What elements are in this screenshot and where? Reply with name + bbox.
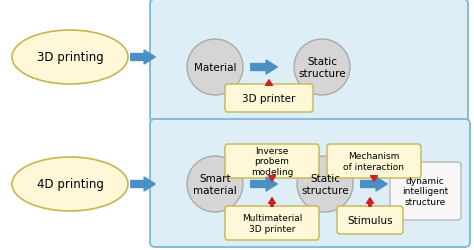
Text: Inverse
probem
modeling: Inverse probem modeling [251,146,293,176]
Text: 4D printing: 4D printing [36,178,103,191]
Ellipse shape [187,40,243,96]
FancyBboxPatch shape [225,144,319,178]
Ellipse shape [187,156,243,212]
Ellipse shape [294,40,350,96]
Text: 3D printing: 3D printing [36,51,103,64]
FancyBboxPatch shape [327,144,421,178]
FancyBboxPatch shape [150,0,468,122]
Ellipse shape [12,31,128,85]
Text: Mechanism
of interaction: Mechanism of interaction [344,152,404,171]
FancyBboxPatch shape [390,162,461,220]
Text: Smart
material: Smart material [193,174,237,195]
FancyBboxPatch shape [225,85,313,112]
Text: Multimaterial
3D printer: Multimaterial 3D printer [242,214,302,233]
Text: Material: Material [194,63,236,73]
Ellipse shape [297,156,353,212]
Text: Static
structure: Static structure [301,174,349,195]
Text: 3D printer: 3D printer [242,94,296,104]
Ellipse shape [12,157,128,211]
FancyBboxPatch shape [337,206,403,234]
FancyBboxPatch shape [150,120,470,247]
FancyBboxPatch shape [225,206,319,240]
Text: Stimulus: Stimulus [347,215,393,225]
Text: dynamic
intelligent
structure: dynamic intelligent structure [402,176,448,206]
Text: Static
structure: Static structure [298,57,346,78]
